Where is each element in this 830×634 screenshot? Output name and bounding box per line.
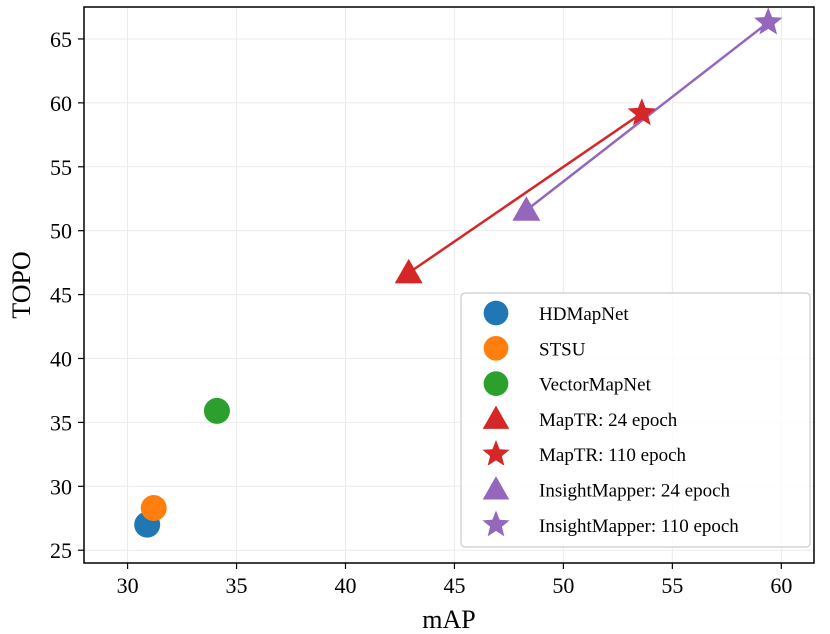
- connector-lines: [407, 21, 770, 274]
- y-tick-label: 60: [50, 91, 72, 116]
- legend-label: VectorMapNet: [539, 375, 652, 396]
- x-tick-label: 35: [226, 573, 248, 598]
- legend-marker: [483, 335, 509, 361]
- connector-line: [407, 112, 643, 274]
- legend-marker: [482, 510, 510, 537]
- x-tick-label: 50: [552, 573, 574, 598]
- x-tick-label: 30: [117, 573, 139, 598]
- plot-frame: [83, 6, 815, 564]
- x-tick-label: 60: [770, 573, 792, 598]
- y-tick-label: 45: [50, 283, 72, 308]
- legend-marker: [483, 300, 509, 326]
- data-points: [134, 7, 783, 538]
- legend-label: HDMapNet: [539, 304, 629, 325]
- axes: 30 35 40 45 50 55 60 25 30 35 40 45 50 55 60 65: [50, 6, 815, 598]
- data-point-insightmapper-110-epoch: [753, 7, 783, 35]
- data-point-maptr-110-epoch: [627, 98, 657, 126]
- y-tick-label: 35: [50, 410, 72, 435]
- y-axis-title: TOPO: [7, 251, 36, 318]
- y-tick-label: 65: [50, 27, 72, 52]
- y-tick-label: 50: [50, 219, 72, 244]
- y-tick-label: 40: [50, 346, 72, 371]
- x-axis-title: mAP: [422, 605, 475, 634]
- legend-marker: [483, 371, 509, 396]
- legend-label: InsightMapper: 110 epoch: [539, 516, 739, 537]
- grid: [84, 7, 814, 563]
- legend-marker: [482, 405, 510, 429]
- legend-label: InsightMapper: 24 epoch: [539, 481, 731, 502]
- y-tick-label: 55: [50, 155, 72, 180]
- data-point-vectormapnet: [203, 397, 230, 424]
- x-tick-label: 45: [443, 573, 465, 598]
- legend-marker: [482, 476, 510, 500]
- legend-box: [460, 292, 811, 548]
- legend-label: MapTR: 24 epoch: [539, 410, 678, 431]
- legend-label: STSU: [539, 339, 586, 360]
- data-point-insightmapper-24-epoch: [512, 196, 541, 221]
- x-tick-label: 55: [661, 573, 683, 598]
- data-point-stsu: [140, 495, 167, 522]
- x-tick-label: 40: [334, 573, 356, 598]
- data-point-maptr-24-epoch: [394, 258, 423, 284]
- y-tick-label: 25: [50, 538, 72, 563]
- legend-marker: [482, 439, 510, 466]
- legend-label: MapTR: 110 epoch: [539, 445, 687, 466]
- legend: HDMapNet STSU VectorMapNet MapTR: 24 epoch M…: [460, 292, 811, 548]
- y-tick-label: 30: [50, 474, 72, 499]
